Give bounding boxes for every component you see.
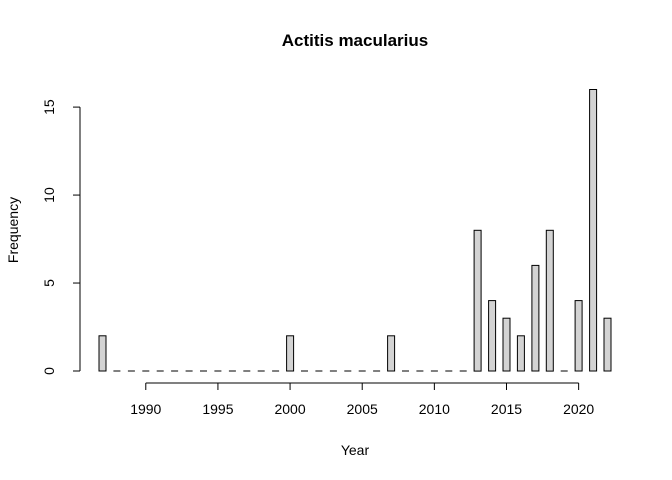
bar-2000: [286, 335, 295, 372]
bar-2017: [531, 264, 540, 372]
x-tick-label-1990: 1990: [130, 401, 161, 417]
x-tick-label-2005: 2005: [347, 401, 378, 417]
y-tick-label-0: 0: [41, 367, 57, 375]
bar-2020: [574, 300, 583, 372]
x-tick-label-1995: 1995: [202, 401, 233, 417]
x-tick-label-2020: 2020: [563, 401, 594, 417]
bar-2022: [603, 317, 612, 372]
bar-2015: [502, 317, 511, 372]
bar-2014: [488, 300, 497, 372]
bar-2007: [387, 335, 396, 372]
y-axis: 0 5 10 15: [41, 99, 81, 375]
bars-group: [98, 89, 612, 372]
bar-2013: [473, 229, 482, 372]
x-tick-label-2000: 2000: [274, 401, 305, 417]
x-axis-label: Year: [341, 442, 370, 458]
bar-2021: [589, 89, 598, 372]
y-tick-label-15: 15: [41, 99, 57, 115]
bar-2018: [545, 229, 554, 372]
y-axis-label: Frequency: [5, 197, 21, 263]
y-tick-label-5: 5: [41, 279, 57, 287]
chart-title: Actitis macularius: [282, 31, 428, 50]
x-axis: 1990 1995 2000 2005 2010 2015 2020: [130, 382, 594, 417]
y-tick-label-10: 10: [41, 187, 57, 203]
x-tick-label-2015: 2015: [491, 401, 522, 417]
x-tick-label-2010: 2010: [419, 401, 450, 417]
bar-1987: [98, 335, 107, 372]
bar-2016: [516, 335, 525, 372]
